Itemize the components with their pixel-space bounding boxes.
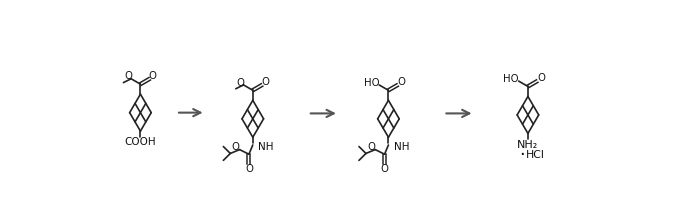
Text: COOH: COOH <box>125 137 156 147</box>
Text: ·: · <box>519 146 525 164</box>
Text: O: O <box>245 164 253 174</box>
Text: HO: HO <box>364 78 379 88</box>
Text: O: O <box>232 142 240 152</box>
Text: NH: NH <box>394 142 410 152</box>
Text: HO: HO <box>503 74 519 84</box>
Text: O: O <box>149 71 157 81</box>
Text: O: O <box>261 77 269 87</box>
Text: O: O <box>124 72 132 81</box>
Text: O: O <box>380 164 389 174</box>
Text: O: O <box>236 78 244 88</box>
Text: NH₂: NH₂ <box>517 140 538 150</box>
Text: NH: NH <box>258 142 274 152</box>
Text: HCl: HCl <box>526 150 545 160</box>
Text: O: O <box>397 77 406 87</box>
Text: O: O <box>537 73 545 83</box>
Text: O: O <box>368 142 375 152</box>
